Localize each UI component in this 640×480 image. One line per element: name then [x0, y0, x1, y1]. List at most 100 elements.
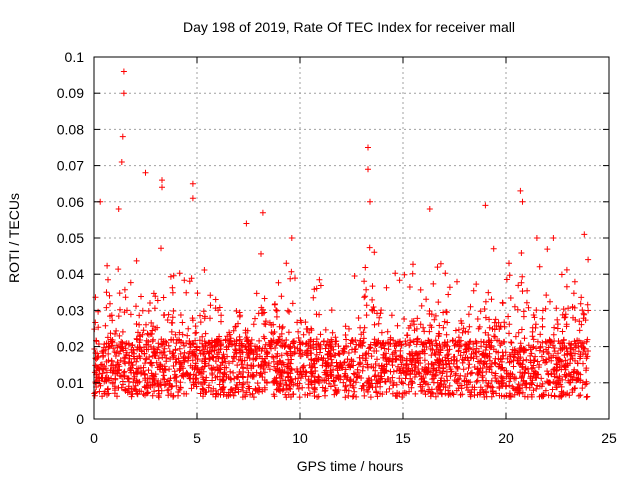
data-point [332, 334, 339, 341]
data-point [359, 352, 366, 359]
y-tick-label: 0.01 [57, 375, 84, 391]
data-point [364, 378, 371, 384]
data-point [519, 273, 526, 280]
data-point [254, 380, 261, 387]
data-point [332, 352, 339, 359]
data-point [480, 339, 487, 346]
data-point [315, 356, 322, 363]
data-point [288, 235, 295, 241]
data-point [516, 390, 523, 397]
data-point [508, 358, 515, 365]
data-point [141, 371, 148, 378]
data-point [388, 312, 395, 319]
data-point [585, 307, 592, 314]
data-point [518, 250, 525, 256]
data-point [142, 384, 149, 391]
data-point [346, 377, 353, 384]
data-point [458, 382, 465, 389]
data-point [530, 362, 537, 369]
data-point [274, 353, 281, 360]
axis-ticks: 0 0.01 0.02 0.03 0.04 0.05 0.06 0.07 0.08 0.09 0.1… [57, 49, 617, 446]
data-point [456, 343, 463, 350]
data-point [321, 388, 328, 395]
data-point [556, 375, 563, 382]
data-point [233, 373, 240, 380]
data-point [160, 294, 167, 301]
y-tick-label: 0 [76, 411, 84, 427]
data-point [525, 342, 532, 349]
data-point [389, 351, 396, 358]
data-point [374, 393, 381, 400]
data-point [244, 337, 251, 344]
data-point [420, 341, 426, 348]
data-point [443, 361, 450, 368]
data-point [159, 184, 165, 191]
data-point [454, 365, 461, 372]
data-point [127, 279, 134, 286]
data-point [142, 169, 149, 176]
data-point [279, 323, 286, 330]
data-point [290, 381, 297, 388]
data-point [256, 353, 263, 360]
data-point [371, 249, 378, 256]
data-point [437, 260, 444, 267]
data-point [273, 340, 280, 347]
data-point [278, 293, 285, 300]
data-point [510, 363, 517, 370]
data-point [352, 337, 359, 344]
data-point [531, 357, 538, 364]
data-point [459, 391, 466, 398]
data-point [151, 388, 158, 395]
data-point [233, 308, 240, 314]
data-point [417, 321, 424, 328]
data-point [253, 290, 260, 297]
data-point [303, 369, 310, 376]
data-point [143, 355, 150, 362]
data-point [248, 362, 255, 369]
data-point [184, 332, 191, 339]
data-point [119, 133, 126, 140]
data-point [390, 337, 397, 344]
data-point [500, 352, 507, 359]
data-point [492, 375, 499, 381]
data-point [112, 375, 119, 382]
data-point [394, 389, 401, 396]
data-point [309, 363, 316, 370]
data-point [189, 352, 196, 359]
data-point [267, 343, 274, 350]
data-point [443, 331, 450, 338]
data-point [260, 365, 267, 372]
data-point [484, 383, 491, 390]
data-point [176, 345, 183, 352]
data-point [288, 268, 295, 275]
data-point [563, 283, 570, 290]
data-point [179, 331, 186, 338]
data-point [172, 331, 179, 338]
data-point [236, 346, 243, 353]
data-point [428, 389, 435, 396]
data-point [230, 369, 237, 376]
data-point [443, 368, 450, 375]
data-point [542, 387, 549, 394]
data-point [192, 323, 199, 330]
data-point [240, 380, 247, 387]
data-point [288, 394, 294, 400]
data-point [537, 331, 544, 338]
data-point [328, 369, 334, 376]
data-point [411, 362, 418, 369]
data-point [585, 348, 591, 354]
data-point [515, 329, 522, 336]
data-point [482, 358, 488, 365]
data-point [167, 375, 174, 382]
data-point [91, 392, 98, 399]
data-point [123, 349, 130, 356]
data-point [118, 384, 125, 391]
data-point [311, 385, 318, 392]
data-point [264, 350, 271, 357]
data-point [278, 352, 285, 359]
data-point [523, 380, 530, 387]
data-point [406, 388, 413, 395]
data-point [343, 336, 350, 343]
data-point [582, 351, 589, 358]
data-point [351, 388, 358, 395]
